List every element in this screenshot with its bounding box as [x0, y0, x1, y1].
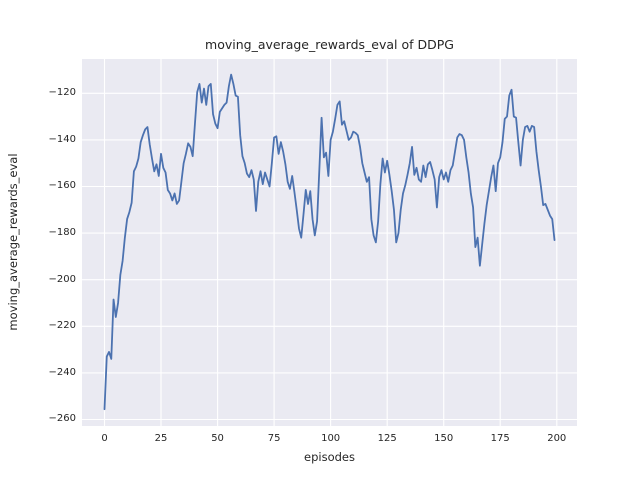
plot-area — [82, 59, 577, 426]
y-axis-label: moving_average_rewards_eval — [6, 153, 20, 331]
data-line — [103, 73, 556, 411]
y-tick-label: −260 — [48, 413, 76, 425]
x-tick-label: 75 — [267, 433, 281, 444]
y-tick-label: −220 — [48, 320, 76, 332]
y-tick-label: −200 — [48, 273, 76, 285]
y-tick-label: −140 — [48, 133, 76, 145]
x-tick-label: 0 — [101, 433, 108, 444]
y-tick-label: −160 — [48, 180, 76, 192]
y-tick-label: −180 — [48, 227, 76, 239]
x-tick-label: 200 — [547, 433, 567, 444]
x-tick-label: 175 — [490, 433, 510, 444]
y-tick-label: −120 — [48, 87, 76, 99]
line-plot-svg — [82, 59, 577, 426]
y-tick-label: −240 — [48, 366, 76, 378]
x-tick-label: 25 — [154, 433, 168, 444]
x-tick-label: 100 — [321, 433, 341, 444]
chart-title: moving_average_rewards_eval of DDPG — [205, 37, 454, 52]
x-tick-label: 125 — [377, 433, 397, 444]
x-tick-label: 150 — [434, 433, 454, 444]
x-axis-label: episodes — [304, 450, 355, 464]
x-tick-label: 50 — [211, 433, 224, 444]
